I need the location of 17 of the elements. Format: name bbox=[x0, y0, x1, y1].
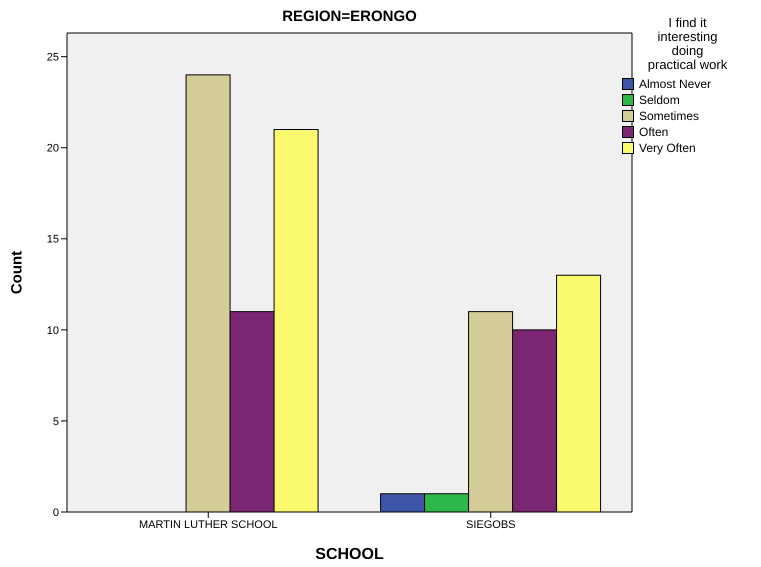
y-tick-label: 0 bbox=[52, 506, 59, 519]
legend-label: Very Often bbox=[639, 141, 696, 155]
x-tick-label: MARTIN LUTHER SCHOOL bbox=[138, 518, 278, 531]
x-tick-label: SIEGOBS bbox=[466, 518, 516, 531]
y-tick-label: 10 bbox=[46, 324, 59, 337]
legend-label: Sometimes bbox=[639, 109, 700, 123]
legend-label: Almost Never bbox=[639, 77, 712, 91]
chart-title: REGION=ERONGO bbox=[281, 8, 418, 25]
legend-label: Seldom bbox=[639, 93, 680, 107]
y-tick-label: 25 bbox=[46, 52, 59, 64]
y-tick-label: 15 bbox=[46, 234, 59, 246]
legend-title: I find it interesting doing practical work bbox=[648, 15, 728, 72]
y-tick-label: 20 bbox=[46, 142, 59, 155]
y-tick-label: 5 bbox=[52, 416, 59, 428]
y-axis-title: Count bbox=[8, 250, 26, 294]
x-axis-title: SCHOOL bbox=[315, 546, 384, 563]
legend-label: Often bbox=[639, 125, 668, 139]
